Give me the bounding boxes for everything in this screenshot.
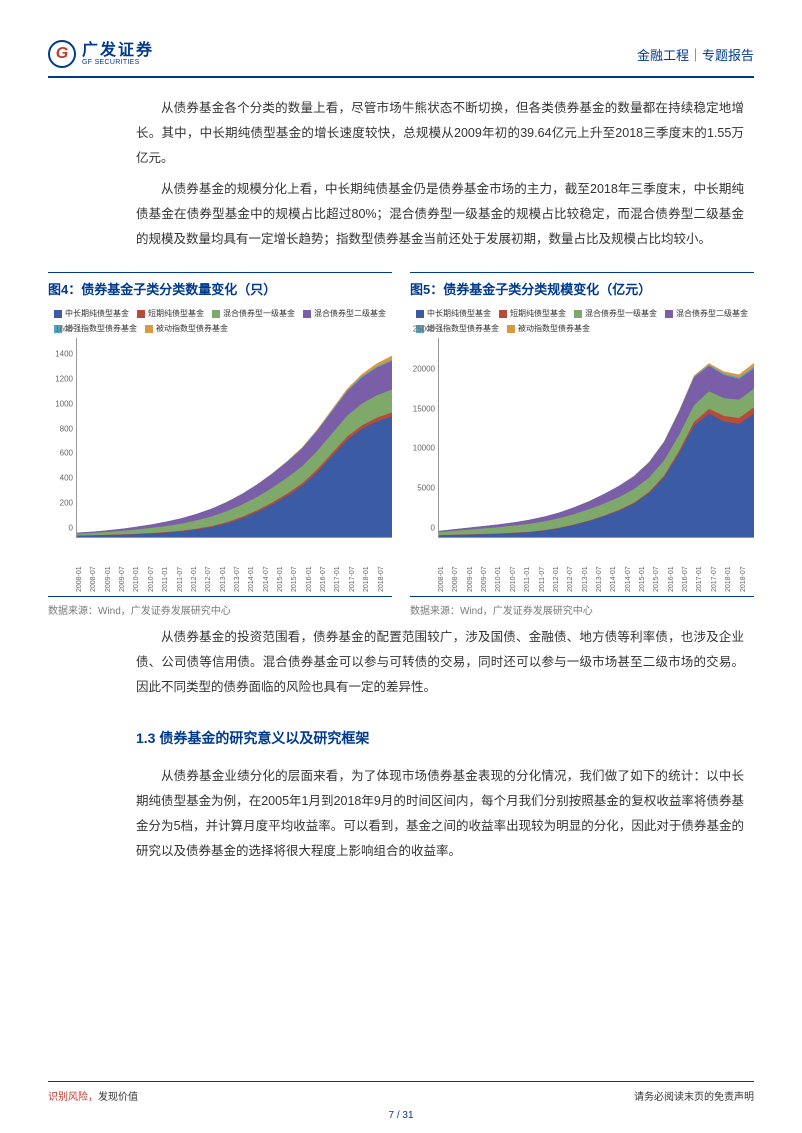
body-text-block-2: 从债券基金的投资范围看，债券基金的配置范围较广，涉及国债、金融债、地方债等利率债… bbox=[136, 625, 744, 700]
paragraph-4: 从债券基金业绩分化的层面来看，为了体现市场债券基金表现的分化情况，我们做了如下的… bbox=[136, 764, 744, 864]
body-text-block-1: 从债券基金各个分类的数量上看，尽管市场牛熊状态不断切换，但各类债券基金的数量都在… bbox=[136, 96, 744, 252]
chart-4-source: 数据来源：Wind，广发证券发展研究中心 bbox=[48, 596, 392, 617]
charts-row: 图4：债券基金子类分类数量变化（只） 中长期纯债型基金短期纯债型基金混合债券型一… bbox=[48, 272, 754, 617]
chart-5: 图5：债券基金子类分类规模变化（亿元） 中长期纯债型基金短期纯债型基金混合债券型… bbox=[410, 272, 754, 617]
page-header: G 广发证券 GF SECURITIES 金融工程｜专题报告 bbox=[48, 40, 754, 78]
chart-5-canvas: 0500010000150002000025000 bbox=[438, 338, 754, 538]
footer-left-2: 发现价值 bbox=[98, 1092, 138, 1103]
page-number: 7 / 31 bbox=[0, 1110, 802, 1121]
logo-icon: G bbox=[48, 40, 76, 68]
chart-4-legend: 中长期纯债型基金短期纯债型基金混合债券型一级基金混合债券型二级基金增强指数型债券… bbox=[48, 304, 392, 338]
footer-left-1: 识别风险， bbox=[48, 1092, 98, 1103]
chart-4-xticks: 2008-012008-072009-012009-072010-012010-… bbox=[76, 544, 392, 592]
logo: G 广发证券 GF SECURITIES bbox=[48, 40, 154, 68]
chart-5-title: 图5：债券基金子类分类规模变化（亿元） bbox=[410, 272, 754, 298]
body-text-block-3: 从债券基金业绩分化的层面来看，为了体现市场债券基金表现的分化情况，我们做了如下的… bbox=[136, 764, 744, 864]
chart-4: 图4：债券基金子类分类数量变化（只） 中长期纯债型基金短期纯债型基金混合债券型一… bbox=[48, 272, 392, 617]
chart-5-xticks: 2008-012008-072009-012009-072010-012010-… bbox=[438, 544, 754, 592]
chart-4-title: 图4：债券基金子类分类数量变化（只） bbox=[48, 272, 392, 298]
paragraph-3: 从债券基金的投资范围看，债券基金的配置范围较广，涉及国债、金融债、地方债等利率债… bbox=[136, 625, 744, 700]
logo-cn: 广发证券 bbox=[82, 43, 154, 59]
chart-4-canvas: 02004006008001000120014001600 bbox=[76, 338, 392, 538]
footer-left: 识别风险，发现价值 bbox=[48, 1088, 138, 1103]
section-1-3-title: 1.3 债券基金的研究意义以及研究框架 bbox=[136, 728, 754, 748]
doc-category: 金融工程｜专题报告 bbox=[637, 45, 754, 64]
paragraph-2: 从债券基金的规模分化上看，中长期纯债基金仍是债券基金市场的主力，截至2018年三… bbox=[136, 177, 744, 252]
chart-5-source: 数据来源：Wind，广发证券发展研究中心 bbox=[410, 596, 754, 617]
footer-right: 请务必阅读末页的免责声明 bbox=[634, 1088, 754, 1103]
logo-en: GF SECURITIES bbox=[82, 59, 154, 66]
page-footer: 识别风险，发现价值 请务必阅读末页的免责声明 bbox=[48, 1081, 754, 1103]
paragraph-1: 从债券基金各个分类的数量上看，尽管市场牛熊状态不断切换，但各类债券基金的数量都在… bbox=[136, 96, 744, 171]
chart-5-legend: 中长期纯债型基金短期纯债型基金混合债券型一级基金混合债券型二级基金增强指数型债券… bbox=[410, 304, 754, 338]
